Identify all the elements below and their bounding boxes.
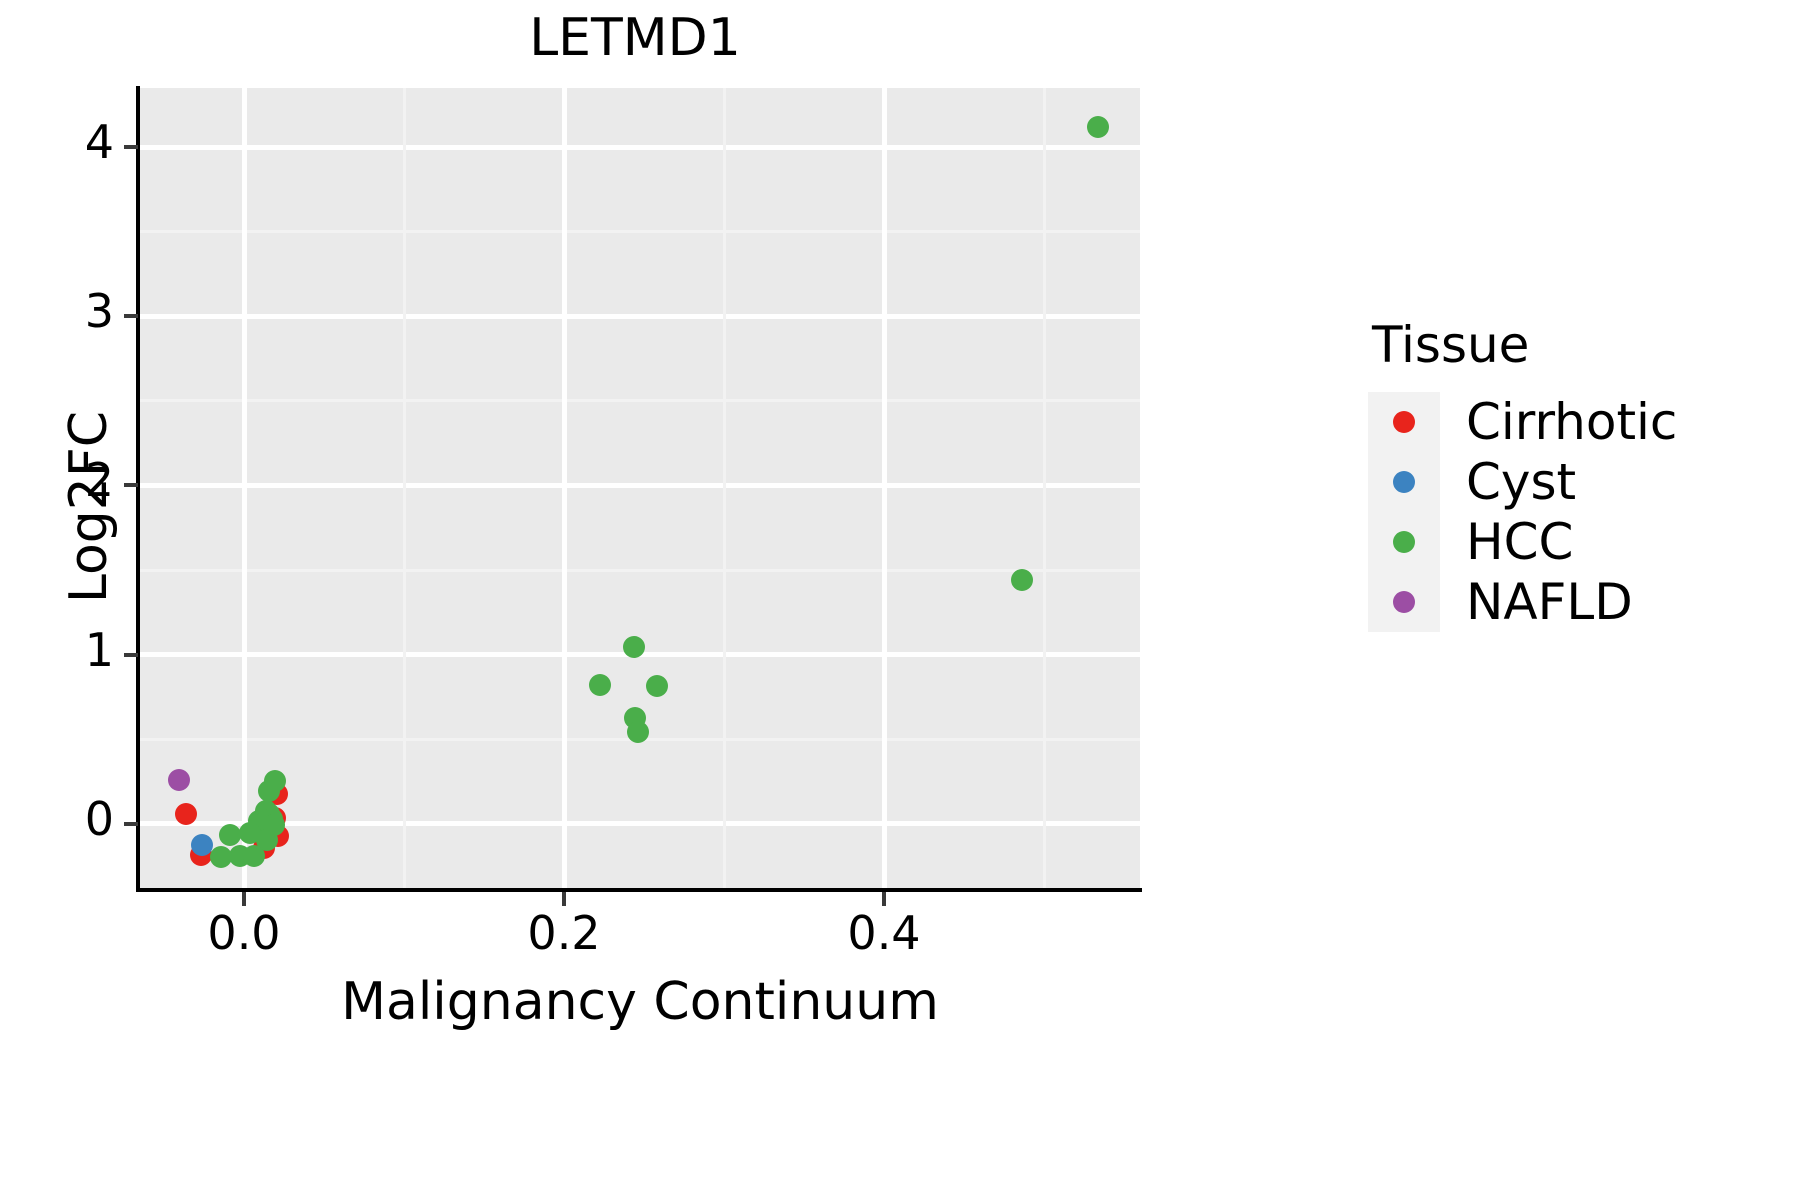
y-tick-label: 2 <box>84 453 114 508</box>
x-tick-mark <box>242 892 246 906</box>
gridline-minor-horizontal <box>140 399 1140 403</box>
y-tick-mark <box>124 145 138 150</box>
x-axis-line <box>136 888 1142 892</box>
data-point-hcc <box>256 828 279 851</box>
data-point-nafld <box>168 768 191 791</box>
legend-swatch-icon <box>1368 512 1440 572</box>
gridline-major-vertical <box>561 88 567 888</box>
gridline-minor-vertical <box>722 88 726 888</box>
data-point-hcc <box>243 844 266 867</box>
legend-item-cirrhotic[interactable]: Cirrhotic <box>1368 392 1788 452</box>
legend-item-hcc[interactable]: HCC <box>1368 512 1788 572</box>
legend-swatch-icon <box>1368 392 1440 452</box>
legend-item-cyst[interactable]: Cyst <box>1368 452 1788 512</box>
legend-swatch-icon <box>1368 572 1440 632</box>
legend-item-label: HCC <box>1466 513 1574 571</box>
data-point-hcc <box>1086 115 1109 138</box>
circle-icon <box>1393 531 1415 553</box>
gridline-major-horizontal <box>140 821 1140 827</box>
data-point-cyst <box>190 833 213 856</box>
circle-icon <box>1393 591 1415 613</box>
circle-icon <box>1393 411 1415 433</box>
legend-item-label: Cyst <box>1466 453 1577 511</box>
legend-items: Cirrhotic Cyst HCC NAFLD <box>1368 392 1788 632</box>
data-point-hcc <box>218 823 241 846</box>
x-tick-mark <box>562 892 566 906</box>
data-point-hcc <box>239 822 262 845</box>
x-tick-mark <box>882 892 886 906</box>
data-point-hcc <box>627 721 650 744</box>
y-tick-mark <box>124 483 138 488</box>
y-tick-mark <box>124 314 138 319</box>
x-tick-label: 0.2 <box>527 906 601 960</box>
data-point-hcc <box>645 674 668 697</box>
data-point-cirrhotic <box>175 802 198 825</box>
gridline-major-vertical <box>241 88 247 888</box>
data-point-hcc <box>257 779 280 802</box>
y-tick-label: 4 <box>84 115 114 170</box>
legend-item-label: Cirrhotic <box>1466 393 1678 451</box>
legend-title: Tissue <box>1372 316 1530 374</box>
x-axis-title: Malignancy Continuum <box>341 972 939 1032</box>
y-tick-label: 0 <box>84 791 114 846</box>
data-point-hcc <box>589 674 611 697</box>
x-tick-label: 0.4 <box>847 906 921 960</box>
y-tick-label: 3 <box>84 284 114 339</box>
y-tick-mark <box>124 652 138 657</box>
x-tick-label: 0.0 <box>207 906 281 960</box>
data-point-hcc <box>1010 569 1033 592</box>
legend-item-label: NAFLD <box>1466 573 1633 631</box>
legend: Tissue Cirrhotic Cyst HCC NAFLD <box>1368 320 1788 632</box>
data-point-hcc <box>622 635 645 658</box>
gridline-minor-horizontal <box>140 568 1140 572</box>
gridline-minor-vertical <box>1042 88 1046 888</box>
gridline-minor-vertical <box>402 88 406 888</box>
gridline-major-horizontal <box>140 313 1140 319</box>
gridline-major-horizontal <box>140 144 1140 150</box>
circle-icon <box>1393 471 1415 493</box>
gridline-minor-horizontal <box>140 230 1140 234</box>
data-point-hcc <box>209 845 232 868</box>
legend-item-nafld[interactable]: NAFLD <box>1368 572 1788 632</box>
y-axis-title: Log2FC <box>59 410 119 604</box>
gridline-major-vertical <box>881 88 887 888</box>
y-axis-line <box>136 86 140 892</box>
gridline-major-horizontal <box>140 482 1140 488</box>
y-tick-label: 1 <box>84 622 114 677</box>
y-tick-mark <box>124 821 138 826</box>
page-title: LETMD1 <box>529 8 741 68</box>
legend-swatch-icon <box>1368 452 1440 512</box>
plot-panel <box>140 88 1140 888</box>
